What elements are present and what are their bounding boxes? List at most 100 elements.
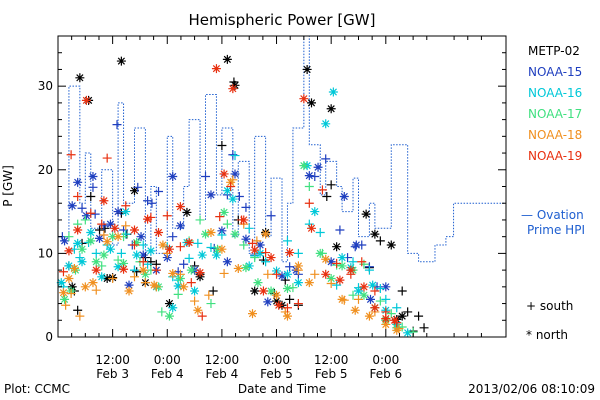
noaa-18-north-marker <box>80 282 90 292</box>
noaa-17-north-marker <box>241 263 251 273</box>
noaa-18-north-marker <box>168 268 178 278</box>
noaa-18-south-marker <box>280 307 290 317</box>
noaa-15-north-marker <box>136 232 146 242</box>
chart-title: Hemispheric Power [GW] <box>189 11 376 29</box>
noaa-16-south-marker <box>332 280 342 290</box>
noaa-18-north-marker <box>247 309 257 319</box>
noaa-18-north-marker <box>206 227 216 237</box>
noaa-16-south-marker <box>217 230 227 240</box>
noaa-18-north-marker <box>69 263 79 273</box>
noaa-15-north-marker <box>263 297 273 307</box>
noaa-16-south-marker <box>282 236 292 246</box>
noaa-16-north-marker <box>64 261 74 271</box>
noaa-18-north-marker <box>364 311 374 321</box>
x-tick-date-label: Feb 6 <box>369 367 402 381</box>
noaa-15-north-marker <box>277 271 287 281</box>
noaa-17-south-marker <box>80 215 90 225</box>
noaa-15-north-marker <box>88 171 98 181</box>
noaa-16-south-marker <box>364 265 374 275</box>
noaa-19-north-marker <box>195 268 205 278</box>
noaa-18-north-marker <box>282 311 292 321</box>
noaa-19-north-marker <box>164 244 174 254</box>
noaa-15-south-marker <box>147 198 157 208</box>
y-tick-label: 0 <box>45 330 53 344</box>
noaa-19-south-marker <box>73 192 83 202</box>
noaa-16-north-marker <box>368 280 378 290</box>
noaa-15-south-marker <box>266 211 276 221</box>
x-tick-time-label: 12:00 <box>205 353 240 367</box>
noaa-18-south-marker <box>204 290 214 300</box>
noaa-17-north-marker <box>91 257 101 267</box>
noaa-18-north-marker <box>272 290 282 300</box>
noaa-19-north-marker <box>228 84 238 94</box>
y-tick-label: 20 <box>38 163 53 177</box>
noaa-18-south-marker <box>99 230 109 240</box>
metp-02-south-marker <box>73 305 83 315</box>
noaa-18-north-marker <box>64 273 74 283</box>
metp-02-north-marker <box>222 54 232 64</box>
legend-noaa-16: NOAA-16 <box>528 86 582 100</box>
noaa-15-north-marker <box>73 177 83 187</box>
metp-02-south-marker <box>322 192 332 202</box>
noaa-19-south-marker <box>102 153 112 163</box>
x-tick-time-label: 12:00 <box>95 353 130 367</box>
noaa-15-south-marker <box>133 182 143 192</box>
noaa-19-north-marker <box>299 94 309 104</box>
legend-metp-02: METP-02 <box>528 44 580 58</box>
noaa-18-south-marker <box>326 278 336 288</box>
noaa-19-south-marker <box>138 257 148 267</box>
plot-credit: Plot: CCMC <box>4 382 70 396</box>
noaa-19-south-marker <box>370 286 380 296</box>
noaa-18-north-marker <box>233 263 243 273</box>
noaa-19-south-marker <box>66 150 76 160</box>
noaa-15-north-marker <box>138 250 148 260</box>
noaa-19-south-marker <box>121 201 131 211</box>
metp-02-south-marker <box>95 225 105 235</box>
noaa-15-south-marker <box>234 192 244 202</box>
noaa-18-north-marker <box>113 232 123 242</box>
noaa-16-south-marker <box>381 294 391 304</box>
noaa-17-north-marker <box>219 207 229 217</box>
noaa-18-north-marker <box>293 261 303 271</box>
noaa-16-south-marker <box>184 253 194 263</box>
noaa-16-south-marker <box>138 240 148 250</box>
noaa-18-south-marker <box>75 311 85 321</box>
noaa-18-south-marker <box>91 285 101 295</box>
x-tick-time-label: 0:00 <box>263 353 290 367</box>
noaa-17-south-marker <box>97 261 107 271</box>
noaa-19-south-marker <box>215 212 225 222</box>
noaa-16-north-marker <box>168 303 178 313</box>
noaa-16-north-marker <box>328 87 338 97</box>
noaa-15-north-marker <box>124 280 134 290</box>
metp-02-south-marker <box>397 286 407 296</box>
noaa-19-north-marker <box>258 286 268 296</box>
noaa-19-south-marker <box>226 182 236 191</box>
plot-area-frame <box>57 35 507 338</box>
noaa-18-north-marker <box>88 278 98 288</box>
noaa-17-south-marker <box>157 307 167 317</box>
noaa-19-south-marker <box>332 258 342 268</box>
noaa-19-south-marker <box>247 238 257 248</box>
metp-02-north-marker <box>332 242 342 252</box>
noaa-18-north-marker <box>304 278 314 288</box>
x-tick-date-label: Feb 5 <box>315 367 348 381</box>
noaa-19-north-marker <box>346 265 356 275</box>
metp-02-north-marker <box>307 98 317 108</box>
noaa-15-north-marker <box>105 219 115 229</box>
metp-02-north-marker <box>397 311 407 321</box>
noaa-17-south-marker <box>304 182 314 191</box>
noaa-19-north-marker <box>175 202 185 212</box>
metp-02-south-marker <box>326 180 336 190</box>
noaa-17-north-marker <box>201 229 211 239</box>
ovation-step-line <box>58 35 507 263</box>
marker-type-legend: + south * north <box>526 299 573 342</box>
noaa-19-north-marker <box>184 238 194 248</box>
metp-02-south-marker <box>258 255 268 265</box>
metp-02-north-marker <box>182 207 192 217</box>
noaa-17-south-marker <box>239 240 249 250</box>
noaa-17-north-marker <box>140 269 150 279</box>
noaa-19-south-marker <box>86 208 96 218</box>
noaa-15-north-marker <box>113 207 123 217</box>
